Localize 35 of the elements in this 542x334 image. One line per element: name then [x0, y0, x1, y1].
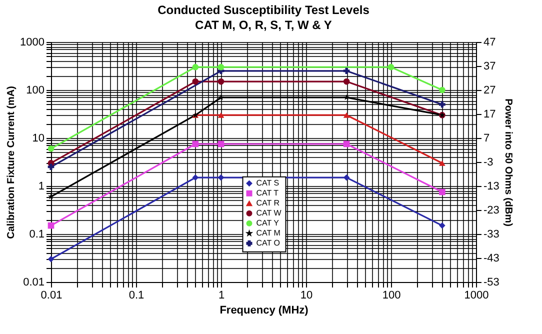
y2-tick-label: 17 — [484, 108, 496, 120]
legend-label: CAT T — [256, 188, 279, 198]
y-tick-label: 0.1 — [29, 228, 44, 240]
y2-tick-label: -23 — [484, 204, 500, 216]
x-tick-label: 0.01 — [40, 290, 62, 302]
y-tick-label: 10 — [32, 132, 44, 144]
x-tick-label: 1000 — [464, 290, 489, 302]
chart-subtitle: CAT M, O, R, S, T, W & Y — [195, 18, 332, 32]
y-axis-title: Calibration Fixture Current (mA) — [6, 86, 18, 239]
y2-axis-title: Power into 50 Ohms (dBm) — [502, 98, 514, 226]
y-tick-label: 1 — [38, 180, 44, 192]
legend-label: CAT S — [256, 178, 280, 188]
x-axis-title: Frequency (MHz) — [220, 304, 309, 316]
y2-tick-label: 47 — [484, 36, 496, 48]
y2-tick-label: -3 — [484, 156, 494, 168]
x-tick-label: 0.1 — [128, 290, 144, 302]
x-tick-label: 1 — [218, 290, 225, 302]
y2-tick-label: 27 — [484, 84, 496, 96]
legend-label: CAT O — [256, 238, 280, 248]
y-tick-label: 0.01 — [23, 276, 44, 288]
y2-tick-label: 7 — [484, 132, 490, 144]
y2-tick-label: 37 — [484, 60, 496, 72]
x-tick-label: 10 — [300, 290, 313, 302]
y2-tick-label: -43 — [484, 252, 500, 264]
y-tick-label: 1000 — [20, 36, 44, 48]
y2-tick-label: -33 — [484, 228, 500, 240]
y2-tick-label: -13 — [484, 180, 500, 192]
y-tick-label: 100 — [26, 84, 44, 96]
legend-label: CAT W — [256, 208, 282, 218]
legend-label: CAT M — [256, 228, 281, 238]
legend-label: CAT Y — [256, 218, 280, 228]
chart-title: Conducted Susceptibility Test Levels — [158, 3, 370, 17]
legend-label: CAT R — [256, 198, 280, 208]
x-tick-label: 100 — [382, 290, 401, 302]
y2-tick-label: -53 — [484, 276, 500, 288]
